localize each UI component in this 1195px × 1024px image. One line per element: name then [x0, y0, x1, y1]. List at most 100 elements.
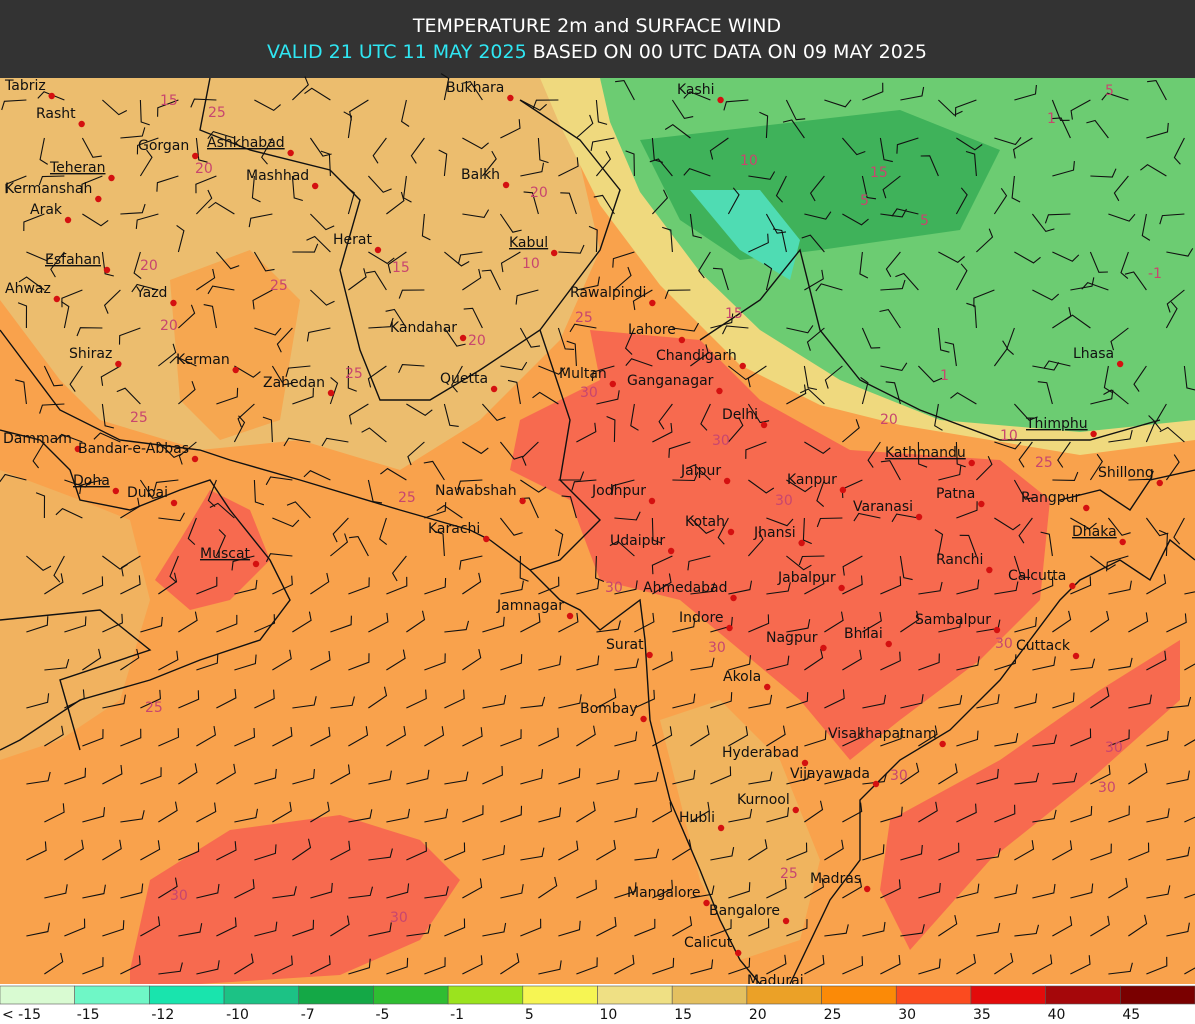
wind-barb: [955, 263, 968, 291]
wind-barb: [120, 555, 141, 577]
wind-barb: [1154, 403, 1167, 431]
wind-barb: [500, 654, 523, 671]
wind-barb: [859, 251, 869, 279]
wind-barb: [880, 460, 901, 481]
wind-barb: [824, 365, 843, 389]
city-dot: [519, 497, 526, 505]
wind-barb: [1108, 429, 1133, 443]
contour-label: 25: [345, 366, 363, 382]
city-dot: [993, 626, 1001, 634]
wind-barb: [1070, 805, 1093, 823]
wind-barb: [292, 76, 309, 101]
wind-barb: [368, 770, 392, 785]
wind-barb: [614, 658, 639, 671]
wind-barb: [444, 251, 470, 267]
wind-barb: [423, 460, 445, 481]
legend-swatch: [821, 985, 897, 1005]
wind-barb: [216, 387, 239, 405]
city-label: Surat: [606, 637, 644, 653]
wind-barb: [424, 957, 446, 975]
wind-barb: [862, 694, 887, 709]
wind-barb: [424, 808, 449, 823]
wind-barb: [1146, 730, 1169, 747]
city-label: Lahore: [628, 322, 676, 338]
wind-barb: [786, 842, 808, 861]
wind-barb: [178, 441, 197, 465]
wind-barb: [265, 553, 293, 562]
wind-barb: [444, 689, 465, 709]
wind-barb: [576, 725, 596, 747]
wind-barb: [37, 91, 65, 101]
wind-barb: [880, 954, 901, 975]
wind-barb: [880, 362, 908, 372]
wind-barb: [407, 441, 425, 466]
wind-barb: [994, 654, 1017, 671]
wind-barb: [918, 581, 943, 595]
city-label: Bukhara: [446, 80, 504, 96]
city-label: Calicut: [684, 935, 733, 951]
wind-barb: [596, 916, 617, 937]
wind-barb: [956, 883, 980, 899]
wind-barb: [994, 804, 1016, 823]
wind-barb: [386, 883, 410, 899]
wind-barb: [938, 695, 963, 709]
wind-barb: [53, 555, 65, 583]
wind-barb: [26, 771, 51, 785]
wind-barb: [728, 882, 751, 899]
wind-barb: [1014, 924, 1040, 937]
wind-barb: [634, 612, 655, 633]
wind-barb: [444, 842, 466, 861]
wind-barb: [766, 954, 787, 975]
wind-barb: [153, 479, 179, 492]
wind-barb: [196, 726, 217, 747]
city-label: Karachi: [428, 521, 480, 537]
legend-swatch: [149, 985, 225, 1005]
city-dot: [287, 149, 294, 157]
wind-barb: [519, 327, 541, 348]
wind-barb: [1146, 574, 1167, 595]
wind-barb: [348, 403, 369, 425]
city-label: Rawalpindi: [570, 285, 646, 301]
warm-area: [0, 470, 150, 760]
wind-barb: [18, 276, 45, 291]
city-label: Mashhad: [246, 168, 309, 184]
city-label: Zahedan: [263, 375, 325, 391]
wind-barb: [824, 839, 844, 861]
wind-barb: [614, 511, 641, 521]
wind-barb: [481, 150, 497, 177]
wind-barb: [158, 512, 185, 522]
city-dot: [95, 195, 102, 203]
wind-barb: [140, 767, 162, 785]
contour-label: 25: [130, 410, 148, 426]
legend-swatch: [895, 985, 972, 1005]
legend-label: 20: [749, 1007, 767, 1023]
wind-barb: [994, 517, 1021, 531]
wind-barb: [500, 361, 528, 371]
wind-barb: [689, 213, 703, 239]
wind-barb: [499, 213, 522, 233]
city-dot: [192, 152, 199, 160]
wind-barb: [609, 540, 635, 557]
wind-barb: [520, 918, 542, 937]
wind-barb: [596, 770, 620, 785]
contour-label: 25: [145, 700, 163, 716]
city-dot: [507, 94, 514, 102]
city-dot: [1083, 504, 1090, 512]
city-dot: [108, 174, 115, 182]
wind-barb: [1070, 658, 1096, 671]
wind-barb: [1064, 314, 1091, 329]
wind-barb: [102, 694, 126, 709]
wind-barb: [265, 476, 293, 486]
wind-barb: [1014, 772, 1040, 785]
city-dot: [678, 336, 686, 344]
wind-barb: [634, 848, 660, 861]
mild-area: [660, 700, 820, 960]
wind-barb: [1166, 770, 1190, 785]
wind-barb: [499, 517, 523, 536]
city-label: Jamnagar: [496, 598, 564, 614]
wind-barb: [424, 577, 447, 595]
wind-barb: [891, 513, 919, 523]
city-label: Bhilai: [844, 626, 883, 642]
wind-barb: [1070, 883, 1094, 899]
wind-barb: [1014, 693, 1038, 709]
